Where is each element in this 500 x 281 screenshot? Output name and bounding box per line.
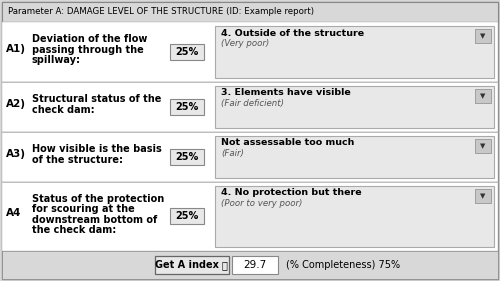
- Text: ▼: ▼: [480, 143, 486, 149]
- Bar: [215, 86, 494, 128]
- Text: How visible is the basis: How visible is the basis: [32, 144, 162, 154]
- Text: ▼: ▼: [480, 93, 486, 99]
- Bar: [475, 29, 491, 43]
- Text: ▼: ▼: [480, 33, 486, 39]
- Text: (Fair): (Fair): [221, 149, 244, 158]
- Bar: [2, 2, 498, 22]
- Text: spillway:: spillway:: [32, 55, 81, 65]
- Text: (Poor to very poor): (Poor to very poor): [221, 199, 302, 208]
- Bar: [215, 186, 494, 247]
- Text: (Very poor): (Very poor): [221, 40, 269, 49]
- Text: (Fair deficient): (Fair deficient): [221, 99, 284, 108]
- Text: the check dam:: the check dam:: [32, 225, 116, 235]
- Bar: [475, 189, 491, 203]
- Bar: [215, 26, 494, 78]
- Text: Get A index: Get A index: [155, 260, 219, 270]
- Bar: [2, 132, 498, 182]
- Text: 🌡: 🌡: [221, 260, 227, 270]
- Text: 25%: 25%: [176, 152, 199, 162]
- Text: ▼: ▼: [480, 193, 486, 199]
- Text: (% Completeness) 75%: (% Completeness) 75%: [286, 260, 400, 270]
- Bar: [2, 22, 498, 82]
- Text: downstream bottom of: downstream bottom of: [32, 215, 157, 225]
- Text: 25%: 25%: [176, 211, 199, 221]
- Bar: [475, 89, 491, 103]
- Bar: [170, 44, 204, 60]
- Bar: [170, 149, 204, 165]
- Text: 25%: 25%: [176, 102, 199, 112]
- Text: Structural status of the: Structural status of the: [32, 94, 162, 105]
- Text: Not assessable too much: Not assessable too much: [221, 138, 354, 147]
- Text: Parameter A: DAMAGE LEVEL OF THE STRUCTURE (ID: Example report): Parameter A: DAMAGE LEVEL OF THE STRUCTU…: [8, 8, 314, 17]
- Text: 25%: 25%: [176, 47, 199, 57]
- Bar: [215, 136, 494, 178]
- Text: A1): A1): [6, 44, 26, 54]
- Bar: [2, 251, 498, 279]
- Text: 29.7: 29.7: [244, 260, 266, 270]
- Bar: [2, 182, 498, 251]
- Bar: [2, 82, 498, 132]
- Bar: [232, 256, 278, 274]
- Text: of the structure:: of the structure:: [32, 155, 123, 165]
- Text: Status of the protection: Status of the protection: [32, 194, 164, 203]
- Text: 3. Elements have visible: 3. Elements have visible: [221, 88, 351, 97]
- Bar: [170, 99, 204, 115]
- Text: 4. No protection but there: 4. No protection but there: [221, 188, 362, 197]
- Text: for scouring at the: for scouring at the: [32, 204, 135, 214]
- Text: passing through the: passing through the: [32, 45, 144, 55]
- Text: A2): A2): [6, 99, 26, 109]
- Text: 4. Outside of the structure: 4. Outside of the structure: [221, 28, 364, 37]
- Bar: [170, 208, 204, 224]
- Text: A4: A4: [6, 208, 22, 218]
- Bar: [475, 139, 491, 153]
- Bar: [155, 256, 229, 274]
- Text: A3): A3): [6, 149, 26, 159]
- Text: Deviation of the flow: Deviation of the flow: [32, 34, 148, 44]
- Text: check dam:: check dam:: [32, 105, 94, 115]
